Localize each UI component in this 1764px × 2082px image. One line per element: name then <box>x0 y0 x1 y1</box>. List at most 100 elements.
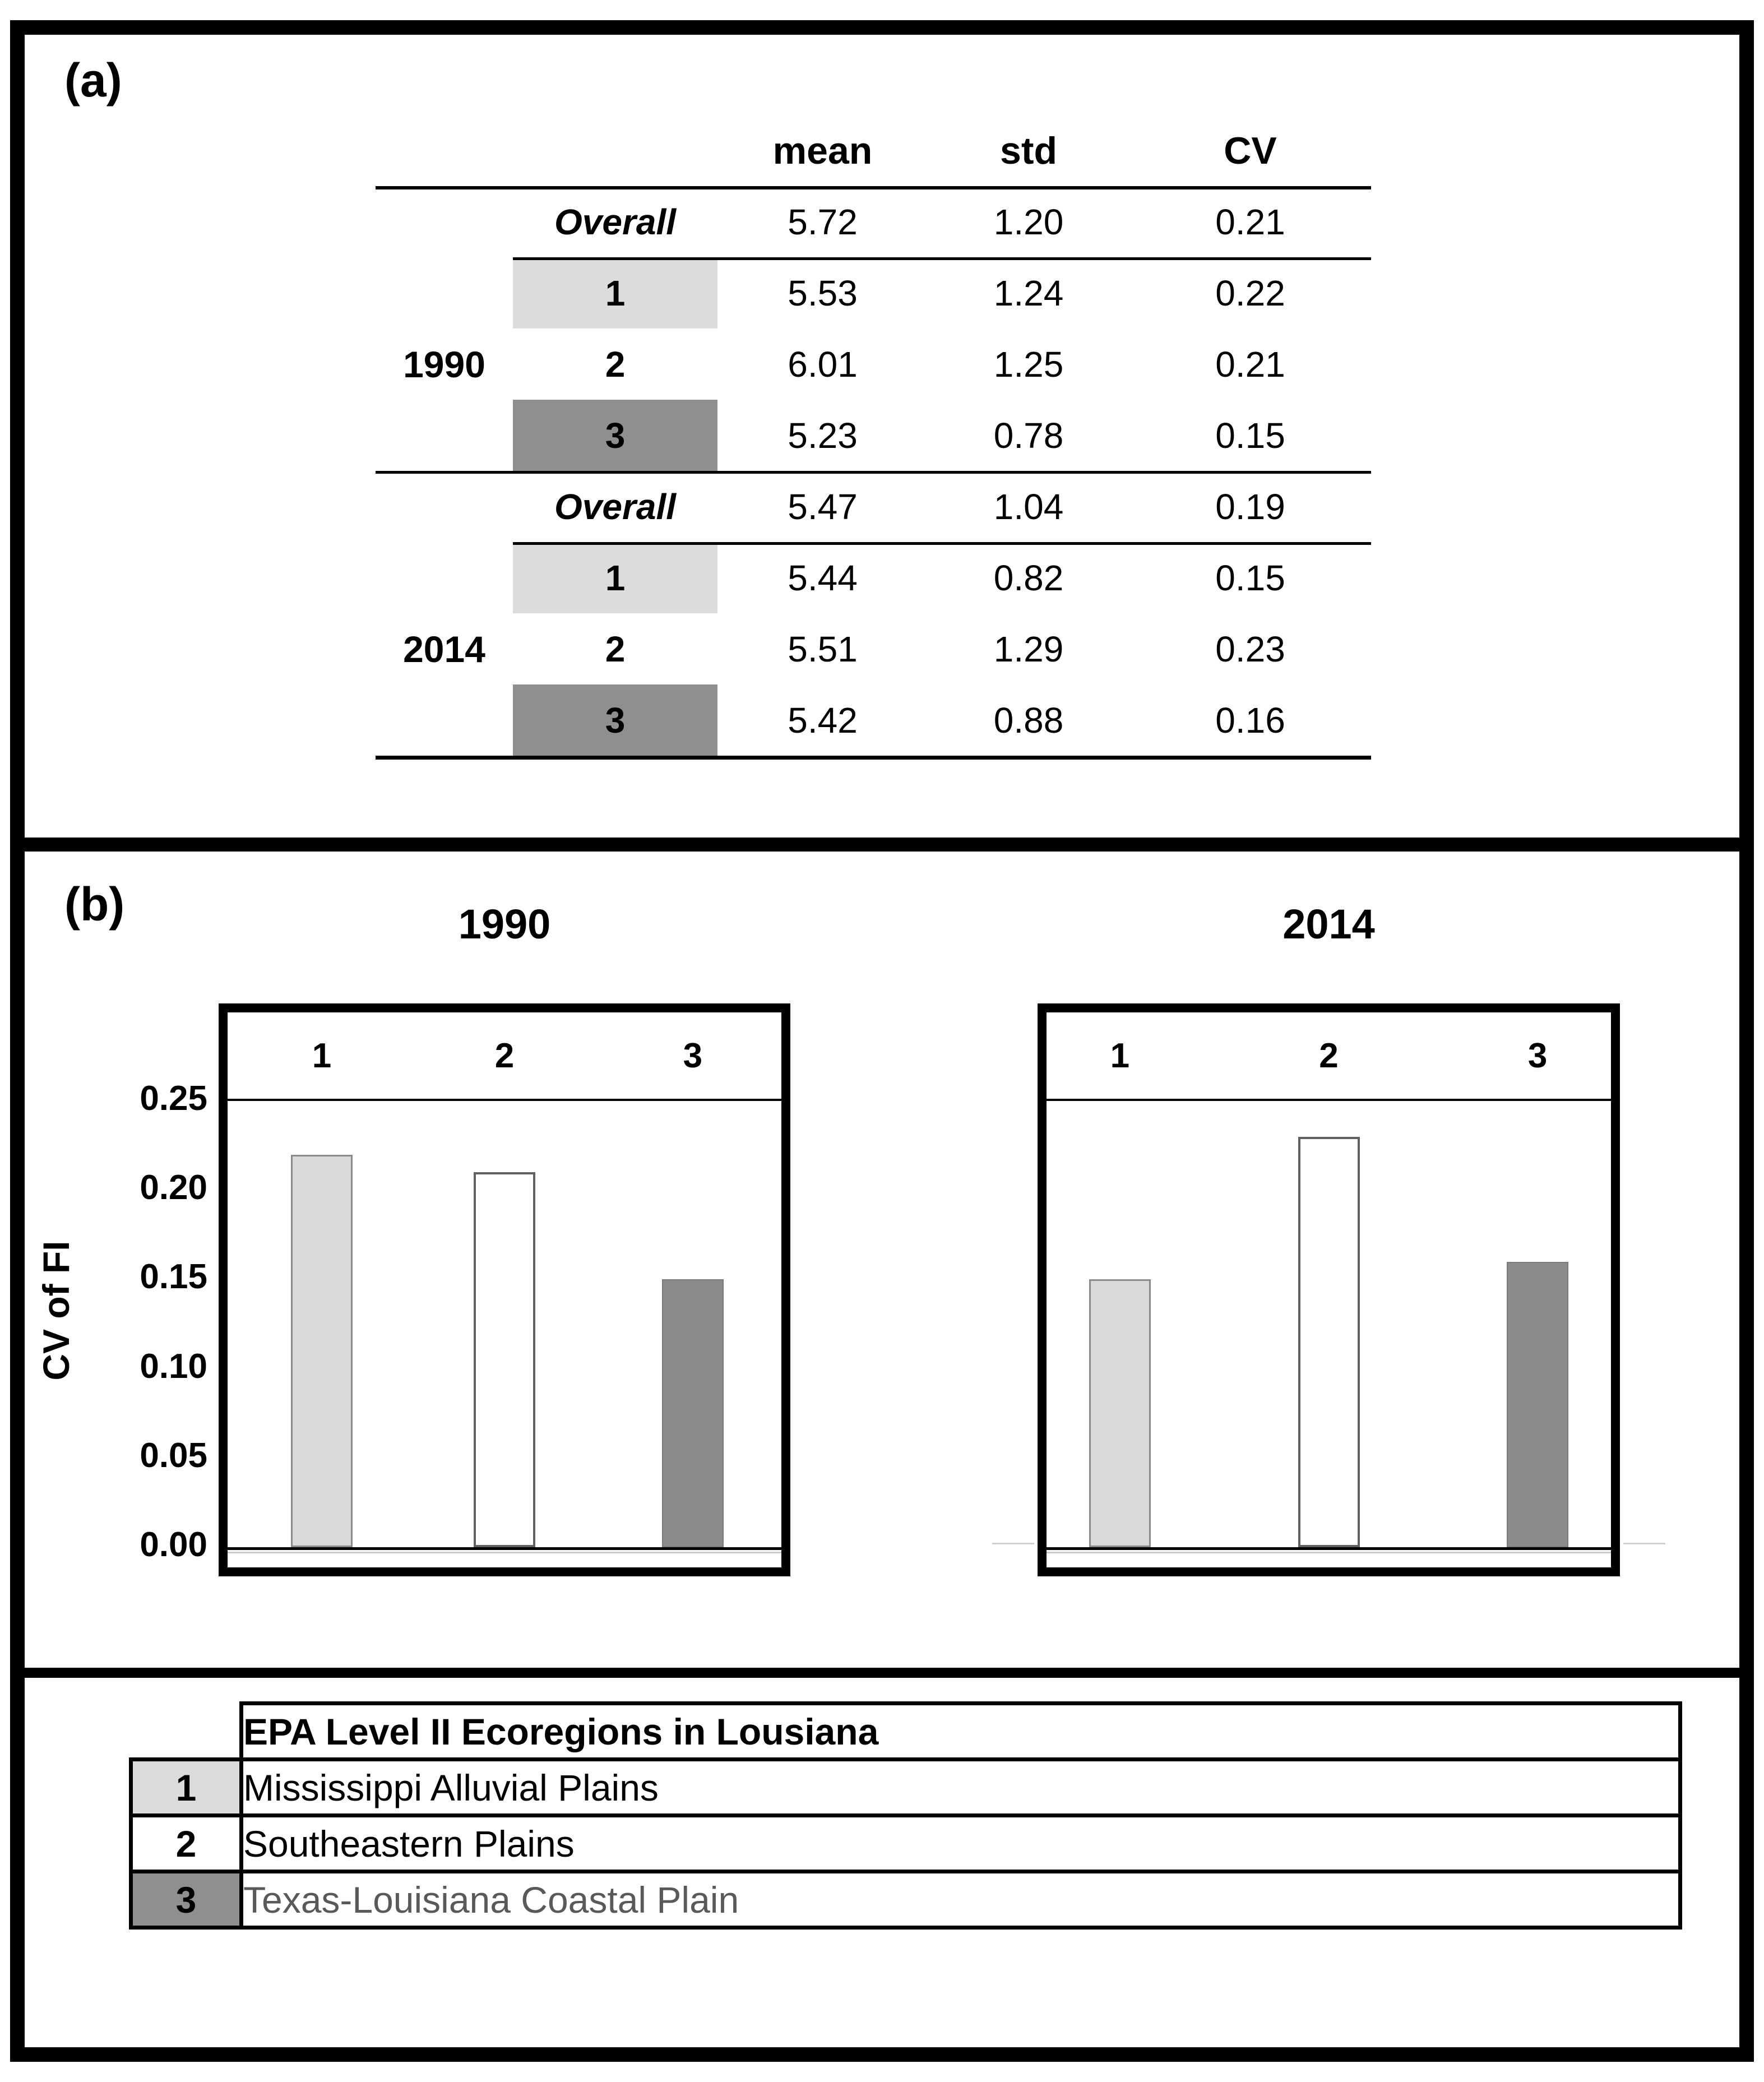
bar-region3 <box>661 1279 724 1547</box>
table-rule-under-overall-1990 <box>513 257 1371 260</box>
bar-region1 <box>290 1154 353 1547</box>
ytick-0.15: 0.15 <box>140 1257 207 1296</box>
outer-frame <box>10 20 1754 2062</box>
legend-row-1: 1 Mississippi Alluvial Plains <box>129 1757 1682 1817</box>
row-label-overall-2014: Overall <box>554 486 677 527</box>
panel-divider-top <box>25 838 1739 852</box>
value-mean: 5.23 <box>788 415 858 456</box>
region-cell-1: 1 <box>513 257 717 329</box>
region-cell-3: 3 <box>513 400 717 471</box>
col-header-std: std <box>1000 129 1057 172</box>
value-std: 1.04 <box>993 486 1064 527</box>
y-axis-title: CV of FI <box>35 1241 77 1381</box>
spacer <box>376 115 513 186</box>
panel-a-label: (a) <box>64 54 122 107</box>
bar-chart-2014: 1 2 3 <box>1038 1003 1620 1576</box>
category-label-3: 3 <box>683 1036 703 1075</box>
legend-num-3: 3 <box>129 1870 243 1930</box>
panel-divider-bottom <box>25 1668 1739 1678</box>
legend-header-row: EPA Level II Ecoregions in Lousiana <box>131 1701 1682 1761</box>
region-cell-1: 1 <box>513 542 717 613</box>
x-axis-baseline <box>1047 1547 1611 1550</box>
col-header-cv: CV <box>1224 129 1277 172</box>
row-label-overall-1990: Overall <box>554 201 677 242</box>
year-label-1990: 1990 <box>403 343 485 385</box>
value-cv: 0.15 <box>1215 557 1285 598</box>
legend-row-2: 2 Southeastern Plains <box>129 1813 1682 1873</box>
value-mean: 5.44 <box>788 557 858 598</box>
col-header-mean: mean <box>772 129 873 172</box>
zero-gridline-extension-left <box>992 1543 1034 1544</box>
year-label-2014: 2014 <box>403 628 485 670</box>
value-std: 1.29 <box>993 628 1064 669</box>
table-rule-under-overall-2014 <box>513 542 1371 545</box>
legend-name-1: Mississippi Alluvial Plains <box>239 1757 1682 1817</box>
table-rule-bottom <box>376 756 1371 760</box>
value-mean: 5.72 <box>788 201 858 242</box>
ytick-0.10: 0.10 <box>140 1347 207 1386</box>
value-cv: 0.22 <box>1215 272 1285 313</box>
value-mean: 6.01 <box>788 344 858 385</box>
bar-region2 <box>1298 1136 1360 1547</box>
legend-row-3: 3 Texas-Louisiana Coastal Plain <box>129 1870 1682 1930</box>
category-label-1: 1 <box>1110 1036 1130 1075</box>
spacer <box>131 1703 242 1760</box>
bar-region1 <box>1089 1279 1151 1547</box>
category-label-3: 3 <box>1527 1036 1548 1075</box>
spacer <box>376 471 513 542</box>
ytick-0.00: 0.00 <box>140 1525 207 1564</box>
spacer <box>376 186 513 257</box>
legend-name-3: Texas-Louisiana Coastal Plain <box>239 1870 1682 1930</box>
value-cv: 0.15 <box>1215 415 1285 456</box>
value-cv: 0.23 <box>1215 628 1285 669</box>
value-mean: 5.53 <box>788 272 858 313</box>
legend-num-2: 2 <box>129 1813 243 1873</box>
bar-region3 <box>1507 1261 1569 1547</box>
category-label-1: 1 <box>312 1036 332 1075</box>
ytick-0.25: 0.25 <box>140 1079 207 1118</box>
legend-name-2: Southeastern Plains <box>239 1813 1682 1873</box>
plot-area <box>228 1101 781 1547</box>
region-cell-2: 2 <box>605 628 626 669</box>
value-cv: 0.21 <box>1215 201 1285 242</box>
value-mean: 5.47 <box>788 486 858 527</box>
value-cv: 0.16 <box>1215 700 1285 741</box>
value-std: 0.82 <box>993 557 1064 598</box>
chart-title-1990: 1990 <box>458 901 551 947</box>
value-std: 1.24 <box>993 272 1064 313</box>
legend-title: EPA Level II Ecoregions in Lousiana <box>239 1701 1682 1761</box>
value-std: 0.78 <box>993 415 1064 456</box>
category-label-2: 2 <box>494 1036 515 1075</box>
ytick-0.05: 0.05 <box>140 1436 207 1475</box>
category-label-2: 2 <box>1319 1036 1339 1075</box>
region-cell-3: 3 <box>513 684 717 756</box>
zero-gridline <box>228 1552 781 1553</box>
value-mean: 5.51 <box>788 628 858 669</box>
bar-chart-1990: 1 2 3 <box>219 1003 790 1576</box>
legend-num-1: 1 <box>129 1757 243 1817</box>
value-std: 1.20 <box>993 201 1064 242</box>
value-std: 1.25 <box>993 344 1064 385</box>
category-band: 1 2 3 <box>228 1012 781 1101</box>
table-rule-block-divider <box>376 471 1371 474</box>
value-cv: 0.19 <box>1215 486 1285 527</box>
ytick-0.20: 0.20 <box>140 1168 207 1207</box>
zero-gridline-extension-right <box>1623 1543 1665 1544</box>
plot-area <box>1047 1101 1611 1547</box>
panel-b-label: (b) <box>64 878 125 931</box>
spacer <box>513 115 717 186</box>
region-cell-2: 2 <box>605 344 626 385</box>
stats-table: mean std CV Overall 5.72 1.20 0.21 1990 … <box>376 115 1371 760</box>
ecoregion-legend-table: EPA Level II Ecoregions in Lousiana 1 Mi… <box>129 1701 1682 1930</box>
x-axis-baseline <box>228 1547 781 1550</box>
zero-gridline <box>1047 1552 1611 1553</box>
chart-title-2014: 2014 <box>1283 901 1375 947</box>
category-band: 1 2 3 <box>1047 1012 1611 1101</box>
value-cv: 0.21 <box>1215 344 1285 385</box>
value-mean: 5.42 <box>788 700 858 741</box>
bar-region2 <box>474 1172 535 1547</box>
stats-grid: mean std CV Overall 5.72 1.20 0.21 1990 … <box>376 115 1371 756</box>
value-std: 0.88 <box>993 700 1064 741</box>
table-rule-top <box>376 186 1371 189</box>
